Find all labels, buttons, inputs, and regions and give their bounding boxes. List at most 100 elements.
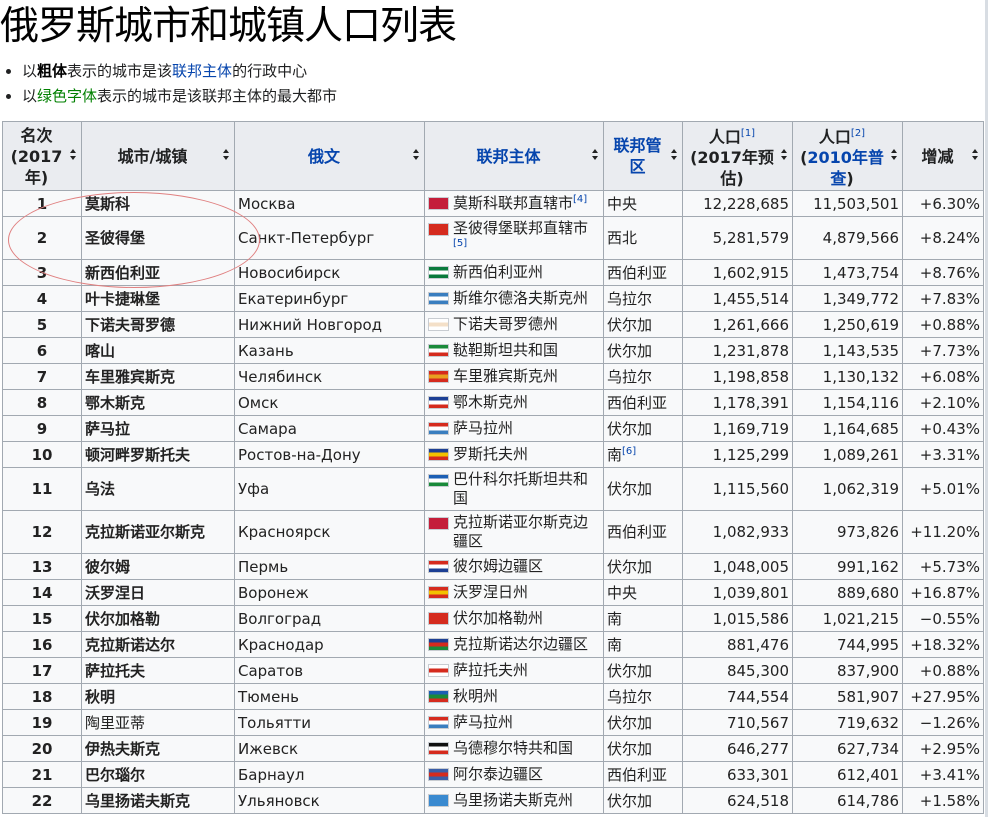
federal-subject-link[interactable]: 萨马拉州 — [453, 713, 514, 731]
flag-icon[interactable] — [428, 612, 449, 625]
header-russian-link[interactable]: 俄文 — [307, 146, 340, 166]
federal-subject-link[interactable]: 彼尔姆边疆区 — [453, 557, 544, 575]
header-subject-link[interactable]: 联邦主体 — [476, 146, 541, 166]
federal-subject-link[interactable]: 克拉斯诺达尔边疆区 — [453, 635, 589, 653]
city-link[interactable]: 乌法 — [81, 467, 235, 511]
header-district-link[interactable]: 联邦管 区 — [613, 136, 662, 176]
city-link[interactable]: 萨马拉 — [81, 415, 235, 442]
table-row: 17 萨拉托夫 Саратов 萨拉托夫州 伏尔加 845,300 837,900 +0.88… — [2, 657, 984, 684]
federal-subject-link[interactable]: 巴什科尔托斯坦共和国 — [453, 470, 589, 507]
federal-district-link[interactable]: 中央 — [607, 194, 638, 213]
header-rank[interactable]: 名次 (2017 年) — [2, 121, 82, 191]
flag-icon[interactable] — [428, 422, 449, 435]
city-link[interactable]: 伊热夫斯克 — [81, 735, 235, 762]
federal-district-link[interactable]: 乌拉尔 — [607, 289, 653, 308]
flag-icon[interactable] — [428, 474, 449, 487]
city-link[interactable]: 沃罗涅日 — [81, 579, 235, 606]
city-link[interactable]: 萨拉托夫 — [81, 657, 235, 684]
federal-subject-link[interactable]: 鄂木斯克州 — [453, 393, 529, 411]
federal-subject-link[interactable]: 萨马拉州 — [453, 419, 514, 437]
flag-icon[interactable] — [428, 318, 449, 331]
federal-district-link[interactable]: 南 — [607, 445, 623, 464]
footnote-ref[interactable]: [6] — [622, 445, 637, 457]
federal-subject-link[interactable]: 下诺夫哥罗德州 — [453, 315, 559, 333]
flag-icon[interactable] — [428, 197, 449, 210]
flag-icon[interactable] — [428, 586, 449, 599]
header-pop2017[interactable]: 人口[1] (2017年预 估) — [682, 121, 793, 191]
header-subject[interactable]: 联邦主体 — [424, 121, 604, 191]
footnote-ref[interactable]: [2] — [850, 127, 866, 139]
flag-icon[interactable] — [428, 370, 449, 383]
federal-district-link[interactable]: 西伯利亚 — [607, 263, 668, 282]
city-link[interactable]: 下诺夫哥罗德 — [81, 311, 235, 338]
header-district[interactable]: 联邦管 区 — [603, 121, 683, 191]
flag-icon[interactable] — [428, 223, 449, 236]
federal-subject-link[interactable]: 鞑靼斯坦共和国 — [453, 341, 559, 359]
sort-icon[interactable] — [70, 149, 77, 161]
flag-icon[interactable] — [428, 560, 449, 573]
footnote-ref[interactable]: [4] — [573, 194, 588, 205]
sort-icon[interactable] — [592, 149, 599, 161]
city-link[interactable]: 彼尔姆 — [81, 553, 235, 580]
city-link[interactable]: 克拉斯诺达尔 — [81, 631, 235, 658]
sort-icon[interactable] — [891, 149, 898, 161]
federal-subject-link[interactable]: 斯维尔德洛夫斯克州 — [453, 289, 589, 307]
russian-name-cell: Тольятти — [234, 709, 425, 736]
city-link[interactable]: 圣彼得堡 — [81, 216, 235, 260]
federal-district-link[interactable]: 伏尔加 — [607, 315, 653, 334]
census-2010-link[interactable]: 2010年普 查 — [807, 148, 884, 189]
federal-subject-link[interactable]: 沃罗涅日州 — [453, 583, 529, 601]
sort-icon[interactable] — [781, 149, 788, 161]
sort-icon[interactable] — [972, 149, 979, 161]
header-change[interactable]: 增减 — [902, 121, 984, 191]
flag-icon[interactable] — [428, 768, 449, 781]
flag-icon[interactable] — [428, 794, 449, 807]
header-pop2010[interactable]: 人口[2] (2010年普 查) — [792, 121, 903, 191]
city-link[interactable]: 喀山 — [81, 337, 235, 364]
flag-icon[interactable] — [428, 396, 449, 409]
header-russian[interactable]: 俄文 — [234, 121, 425, 191]
flag-icon[interactable] — [428, 448, 449, 461]
city-link[interactable]: 车里雅宾斯克 — [81, 363, 235, 390]
city-link[interactable]: 巴尔瑙尔 — [81, 761, 235, 788]
federal-subject-link[interactable]: 乌里扬诺夫斯克州 — [453, 791, 574, 809]
city-link[interactable]: 陶里亚蒂 — [81, 709, 235, 736]
federal-subject-link[interactable]: 萨拉托夫州 — [453, 661, 529, 679]
federal-subject-link[interactable]: 莫斯科联邦直辖市 — [453, 194, 574, 212]
flag-icon[interactable] — [428, 716, 449, 729]
flag-icon[interactable] — [428, 742, 449, 755]
flag-icon[interactable] — [428, 266, 449, 279]
flag-icon[interactable] — [428, 344, 449, 357]
federal-subject-link[interactable]: 车里雅宾斯克州 — [453, 367, 559, 385]
city-link[interactable]: 莫斯科 — [81, 190, 235, 217]
flag-icon[interactable] — [428, 664, 449, 677]
federal-subject-link[interactable]: 新西伯利亚州 — [453, 263, 544, 281]
federal-subject-link[interactable]: 圣彼得堡联邦直辖市 — [453, 219, 589, 237]
federal-subject-link[interactable]: 阿尔泰边疆区 — [453, 765, 544, 783]
sort-icon[interactable] — [413, 149, 420, 161]
header-city[interactable]: 城市/城镇 — [81, 121, 235, 191]
city-link[interactable]: 鄂木斯克 — [81, 389, 235, 416]
city-link[interactable]: 伏尔加格勒 — [81, 605, 235, 632]
sort-icon[interactable] — [223, 149, 230, 161]
footnote-ref[interactable]: [5] — [453, 238, 468, 249]
city-link[interactable]: 顿河畔罗斯托夫 — [81, 441, 235, 468]
flag-icon[interactable] — [428, 292, 449, 305]
city-link[interactable]: 秋明 — [81, 683, 235, 710]
federal-subject-link[interactable]: 联邦主体 — [172, 62, 233, 80]
federal-subject-link[interactable]: 秋明州 — [453, 687, 499, 705]
city-link[interactable]: 叶卡捷琳堡 — [81, 285, 235, 312]
population-2017-cell: 1,455,514 — [682, 285, 793, 312]
footnote-ref[interactable]: [1] — [740, 127, 756, 139]
federal-subject-link[interactable]: 乌德穆尔特共和国 — [453, 739, 574, 757]
sort-icon[interactable] — [671, 149, 678, 161]
city-link[interactable]: 新西伯利亚 — [81, 259, 235, 286]
flag-icon[interactable] — [428, 638, 449, 651]
flag-icon[interactable] — [428, 690, 449, 703]
flag-icon[interactable] — [428, 517, 449, 530]
federal-subject-link[interactable]: 罗斯托夫州 — [453, 445, 529, 463]
federal-subject-link[interactable]: 克拉斯诺亚尔斯克边疆区 — [453, 513, 589, 550]
federal-subject-link[interactable]: 伏尔加格勒州 — [453, 609, 544, 627]
city-link[interactable]: 乌里扬诺夫斯克 — [81, 787, 235, 814]
city-link[interactable]: 克拉斯诺亚尔斯克 — [81, 510, 235, 554]
